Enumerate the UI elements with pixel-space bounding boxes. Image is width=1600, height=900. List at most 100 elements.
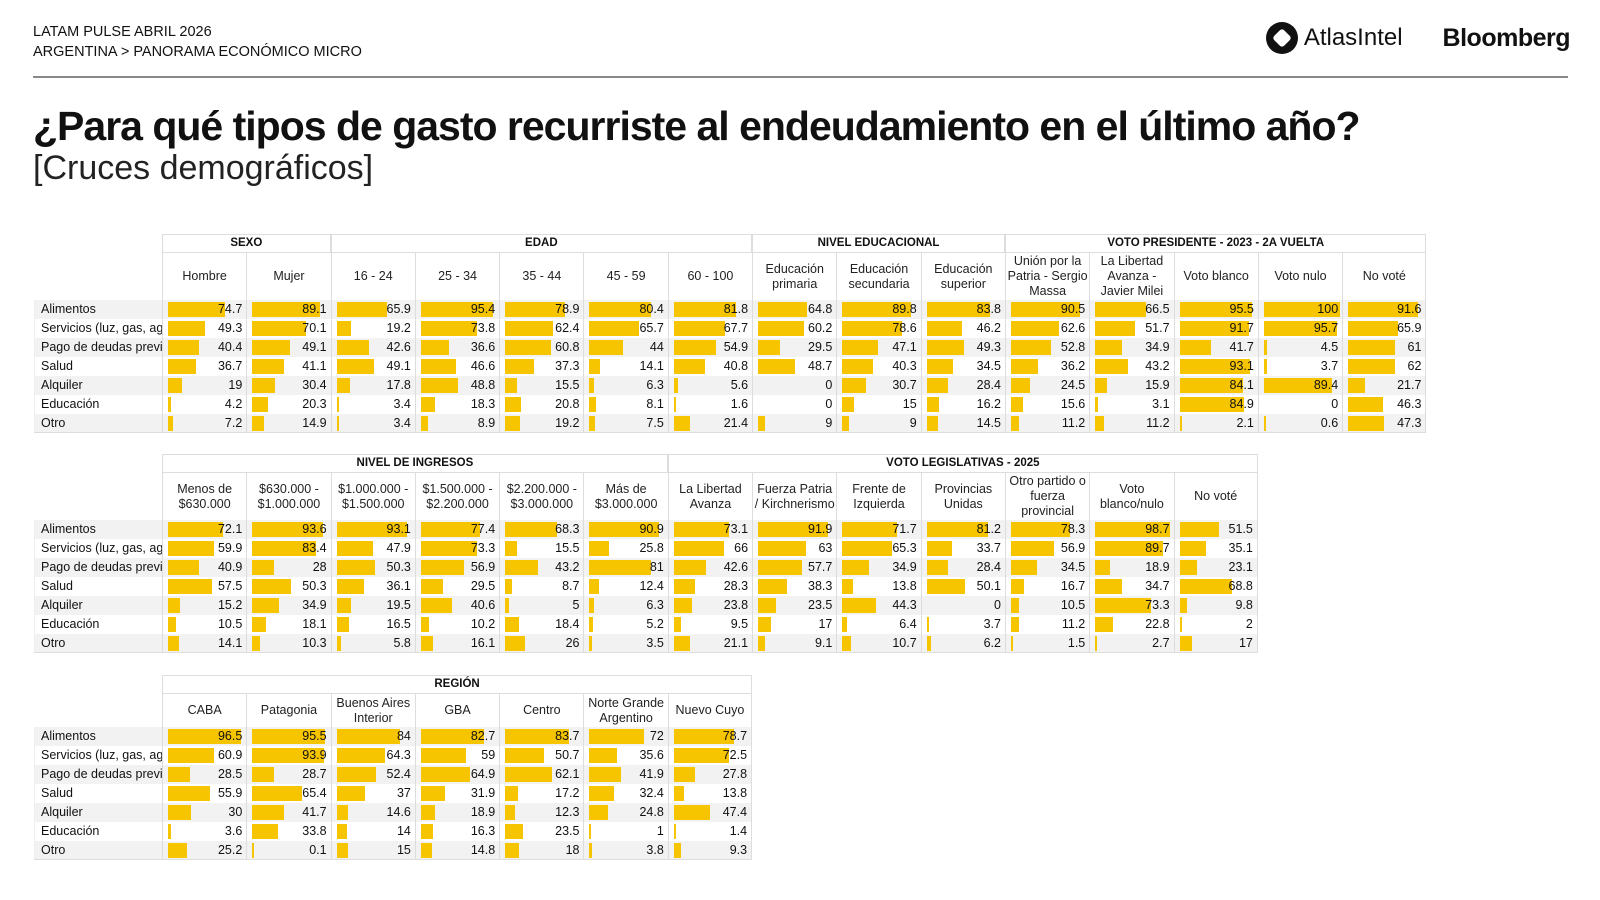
value-bar [336,340,369,355]
value-bar [758,541,806,556]
cell-value: 5.2 [646,617,664,631]
data-cell: 14.1 [162,634,246,652]
value-bar [926,579,965,594]
data-cell: 36.2 [1004,357,1089,376]
cell-value: 74.7 [217,302,243,316]
cell-value: 78.3 [1060,522,1086,536]
data-cell: 16.3 [414,822,499,841]
value-bar [1010,617,1020,632]
value-bar [1179,560,1198,575]
value-bar [505,636,525,651]
value-bar [589,617,594,632]
data-cell: 60.9 [162,746,246,765]
value-bar [505,843,519,858]
column-header: Otro partido o fuerza provincial [1004,472,1090,520]
value-bar [842,579,853,594]
value-bar [420,302,494,317]
value-bar [1179,416,1182,431]
cell-value: 10.5 [1060,598,1086,612]
cell-value: 40.3 [892,359,917,373]
cell-value: 0 [994,598,1001,612]
data-cell: 14.1 [583,357,667,376]
row-label: Servicios (luz, gas, agı [34,539,162,558]
column-header: Voto nulo [1257,252,1343,300]
data-cell: 60.2 [752,319,836,338]
data-cell: 3.5 [583,634,667,652]
value-bar [926,359,953,374]
value-bar [1010,340,1052,355]
data-cell: 15.2 [162,596,246,615]
cell-value: 82.7 [470,729,496,743]
cell-value: 70.1 [302,321,327,335]
value-bar [926,378,949,393]
data-cell: 34.9 [246,596,330,615]
data-cell: 18.9 [1089,558,1173,577]
table-demographics: SEXO EDAD NIVEL EDUCACIONAL VOTO PRESIDENTE… [34,234,1427,433]
cell-value: 38.3 [808,579,833,593]
cell-value: 3.4 [393,416,411,430]
cell-value: 35.1 [1228,541,1253,555]
group-header-row: NIVEL DE INGRESOS VOTO LEGISLATIVAS - 202… [34,454,1258,472]
value-bar [1348,397,1384,412]
cell-value: 52.4 [386,767,411,781]
column-header: 60 - 100 [667,252,753,300]
value-bar [168,560,200,575]
data-cell: 17.8 [330,376,415,395]
table-row: Pago de deudas previ 28.5 28.7 52.4 64.9 62.1… [34,765,753,784]
value-bar [589,843,593,858]
value-bar [336,416,340,431]
cell-value: 59 [481,748,496,762]
data-cell: 16.5 [330,615,415,634]
data-cell: 29.5 [752,338,836,357]
data-cell: 30.4 [246,376,330,395]
cell-value: 49.1 [386,359,411,373]
data-cell: 41.7 [1173,338,1258,357]
value-bar [673,729,734,744]
data-cell: 44 [583,338,667,357]
value-bar [252,617,267,632]
data-cell: 68.3 [499,520,583,539]
value-bar [1348,359,1396,374]
data-cell: 83.4 [246,539,330,558]
cell-value: 95.5 [302,729,327,743]
value-bar [420,805,436,820]
value-bar [1263,321,1337,336]
value-bar [1179,302,1253,317]
data-cell: 19.2 [330,319,415,338]
column-header: Hombre [162,252,247,300]
row-label: Alquiler [34,803,162,822]
cell-value: 72 [649,729,664,743]
data-cell: 6.2 [920,634,1005,652]
cell-value: 42.6 [386,340,411,354]
data-cell: 9.8 [1173,596,1258,615]
value-bar [420,729,484,744]
value-bar [926,321,962,336]
cell-value: 9 [909,416,917,430]
data-cell: 0 [920,596,1005,615]
cell-value: 15 [396,843,411,857]
atlasintel-logo-text: AtlasIntel [1303,24,1403,51]
data-cell: 18.1 [246,615,330,634]
cell-value: 37.3 [555,359,580,373]
data-cell: 95.4 [414,300,499,319]
value-bar [673,636,690,651]
data-cell: 46.6 [414,357,499,376]
data-cell: 65.4 [246,784,330,803]
value-bar [420,541,477,556]
table-row: Alquiler 30 41.7 14.6 18.9 12.3 24.8 47.4 [34,803,753,822]
data-cell: 64.3 [330,746,415,765]
column-header: $630.000 - $1.000.000 [246,472,331,520]
value-bar [1095,636,1098,651]
cell-value: 15.9 [1145,378,1170,392]
cell-value: 9.5 [730,617,749,631]
value-bar [252,598,279,613]
cell-value: 1.4 [729,824,748,838]
value-bar [336,767,377,782]
cell-value: 57.5 [217,579,243,593]
cell-value: 36.1 [386,579,411,593]
cell-value: 30 [228,805,243,819]
value-bar [336,541,373,556]
value-bar [589,824,592,839]
cell-value: 10.7 [892,636,917,650]
data-cell: 47.9 [330,539,415,558]
